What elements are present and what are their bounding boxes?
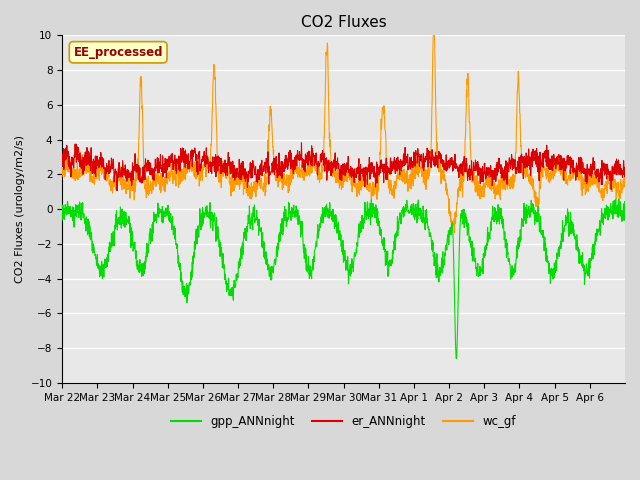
Text: EE_processed: EE_processed <box>74 46 163 59</box>
Y-axis label: CO2 Fluxes (urology/m2/s): CO2 Fluxes (urology/m2/s) <box>15 135 25 283</box>
Legend: gpp_ANNnight, er_ANNnight, wc_gf: gpp_ANNnight, er_ANNnight, wc_gf <box>166 410 520 432</box>
Title: CO2 Fluxes: CO2 Fluxes <box>301 15 387 30</box>
